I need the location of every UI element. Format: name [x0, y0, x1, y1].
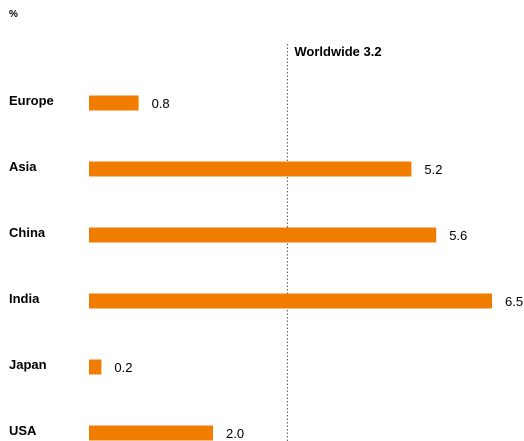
- category-label: China: [9, 225, 46, 240]
- bar: [89, 161, 412, 177]
- category-label: Asia: [9, 159, 37, 174]
- unit-label: %: [9, 9, 18, 20]
- bar: [89, 359, 102, 375]
- category-label: Japan: [9, 357, 47, 372]
- bar: [89, 293, 492, 309]
- category-label: India: [9, 291, 40, 306]
- bar: [89, 95, 139, 111]
- reference-layer: Worldwide 3.2: [286, 44, 382, 441]
- value-label: 0.8: [152, 96, 170, 111]
- value-label: 5.2: [424, 162, 442, 177]
- reference-line-label: Worldwide 3.2: [294, 44, 381, 59]
- category-label: Europe: [9, 93, 54, 108]
- value-label: 2.0: [226, 426, 244, 441]
- value-label: 6.5: [505, 294, 523, 309]
- value-label: 0.2: [114, 360, 132, 375]
- bar: [89, 227, 437, 243]
- bars-layer: Europe 0.8 Asia 5.2 China 5.6 India 6.5 Japan 0.2…: [9, 93, 523, 441]
- value-label: 5.6: [449, 228, 467, 243]
- bar: [89, 425, 213, 441]
- category-label: USA: [9, 423, 37, 438]
